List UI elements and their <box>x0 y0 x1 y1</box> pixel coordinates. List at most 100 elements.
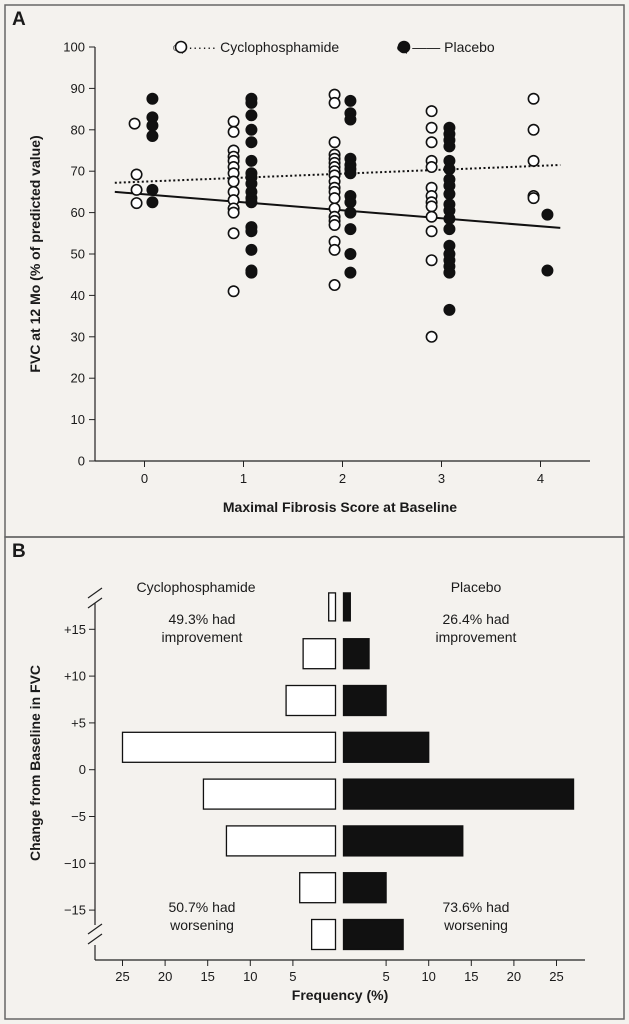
point-cyclophosphamide <box>425 105 438 118</box>
point-cyclophosphamide <box>425 225 438 238</box>
point-cyclophosphamide <box>227 206 240 219</box>
legend-cyclophosphamide: ○, ······ Cyclophosphamide <box>172 39 339 55</box>
point-placebo <box>443 303 456 316</box>
panel-a-letter: A <box>12 9 26 30</box>
note-cyclophosphamide-improvement: 49.3% had improvement <box>162 611 243 645</box>
point-cyclophosphamide <box>328 136 341 149</box>
point-placebo <box>344 223 357 236</box>
panel-a-x-axis-title: Maximal Fibrosis Score at Baseline <box>223 499 457 515</box>
point-placebo <box>146 119 159 132</box>
x-tick-label: 4 <box>537 471 544 486</box>
point-placebo <box>443 163 456 176</box>
bar-placebo <box>342 592 351 622</box>
point-cyclophosphamide <box>227 125 240 138</box>
point-cyclophosphamide <box>425 136 438 149</box>
point-placebo <box>344 248 357 261</box>
y-tick-label: +5 <box>71 715 86 730</box>
point-placebo <box>344 94 357 107</box>
y-tick-label: 20 <box>71 371 85 386</box>
bar-placebo <box>342 872 387 904</box>
point-placebo <box>245 109 258 122</box>
panel-a-axes <box>89 46 590 467</box>
bar-cyclophosphamide <box>285 684 337 717</box>
point-cyclophosphamide <box>328 219 341 232</box>
point-placebo <box>443 187 456 200</box>
point-placebo <box>146 196 159 209</box>
point-placebo <box>541 208 554 221</box>
point-placebo <box>245 154 258 167</box>
bar-cyclophosphamide <box>302 638 337 670</box>
bar-cyclophosphamide <box>225 825 337 857</box>
point-cyclophosphamide <box>425 330 438 343</box>
point-placebo <box>146 130 159 143</box>
x-tick-label: 20 <box>158 969 172 984</box>
point-placebo <box>245 196 258 209</box>
point-cyclophosphamide <box>227 175 240 188</box>
point-cyclophosphamide <box>328 96 341 109</box>
axis-break-mark <box>87 923 103 935</box>
point-cyclophosphamide <box>227 285 240 298</box>
point-placebo <box>344 113 357 126</box>
x-tick-label: 0 <box>141 471 148 486</box>
point-placebo <box>344 206 357 219</box>
panel-b-y-axis-title: Change from Baseline in FVC <box>27 665 43 861</box>
point-cyclophosphamide <box>425 254 438 267</box>
point-cyclophosphamide <box>328 243 341 256</box>
panel-b-axes <box>87 587 585 966</box>
point-cyclophosphamide <box>130 197 143 210</box>
y-tick-label: −10 <box>64 856 86 871</box>
bar-placebo <box>342 684 387 717</box>
x-tick-label: 3 <box>438 471 445 486</box>
panel-a-points <box>128 88 554 343</box>
point-cyclophosphamide <box>425 161 438 174</box>
y-tick-label: 90 <box>71 81 85 96</box>
bar-cyclophosphamide <box>121 731 337 763</box>
y-tick-label: +10 <box>64 669 86 684</box>
group-label-cyclophosphamide: Cyclophosphamide <box>136 579 255 595</box>
x-tick-label: 25 <box>549 969 563 984</box>
axis-break-mark <box>87 933 103 945</box>
bar-placebo <box>342 918 404 951</box>
x-tick-label: 10 <box>243 969 257 984</box>
point-placebo <box>245 136 258 149</box>
bar-placebo <box>342 778 575 810</box>
y-tick-label: 10 <box>71 412 85 427</box>
bar-cyclophosphamide <box>328 592 337 622</box>
bar-cyclophosphamide <box>310 918 337 951</box>
y-tick-label: +15 <box>64 622 86 637</box>
bar-placebo <box>342 731 430 763</box>
point-cyclophosphamide <box>527 92 540 105</box>
point-placebo <box>245 243 258 256</box>
panel-b-tick-labels: +15 +10 +5 0 −5 −10 −15 25 20 15 10 5 5 10 15 20 25 <box>64 622 564 984</box>
legend-marker-placebo <box>397 40 411 54</box>
point-placebo <box>245 266 258 279</box>
y-tick-label: 60 <box>71 205 85 220</box>
y-tick-label: 100 <box>63 40 85 55</box>
point-placebo <box>541 264 554 277</box>
point-cyclophosphamide <box>527 123 540 136</box>
panel-a-frame <box>4 4 625 538</box>
point-cyclophosphamide <box>425 210 438 223</box>
point-cyclophosphamide <box>328 192 341 205</box>
y-tick-label: 40 <box>71 288 85 303</box>
x-tick-label: 15 <box>464 969 478 984</box>
note-cyclophosphamide-worsening: 50.7% had worsening <box>169 899 236 933</box>
point-placebo <box>443 212 456 225</box>
y-tick-label: 70 <box>71 164 85 179</box>
point-placebo <box>344 266 357 279</box>
bar-placebo <box>342 825 464 857</box>
point-placebo <box>344 167 357 180</box>
point-placebo <box>245 96 258 109</box>
x-tick-label: 5 <box>289 969 296 984</box>
panel-b-x-axis-title: Frequency (%) <box>292 987 388 1003</box>
point-placebo <box>146 92 159 105</box>
point-cyclophosphamide <box>527 192 540 205</box>
point-cyclophosphamide <box>130 183 143 196</box>
point-cyclophosphamide <box>527 154 540 167</box>
axis-break-mark <box>87 597 103 609</box>
bar-placebo <box>342 638 370 670</box>
legend-marker-cyclophosphamide <box>174 40 188 54</box>
y-tick-label: −5 <box>71 809 86 824</box>
y-tick-label: 0 <box>78 454 85 469</box>
